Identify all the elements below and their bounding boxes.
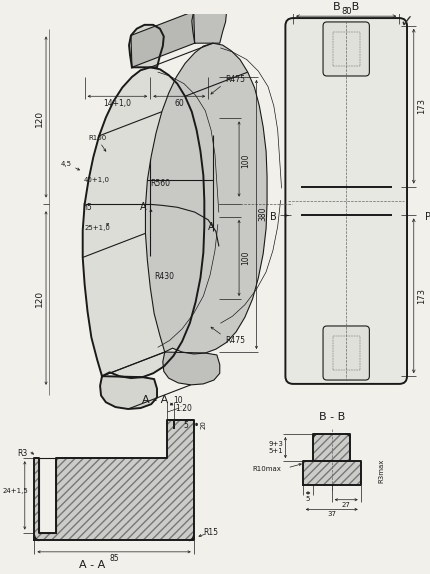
Text: R100: R100 [88,135,106,141]
Text: 5: 5 [184,421,188,430]
Text: 37: 37 [327,511,336,517]
Text: 20: 20 [200,420,206,429]
Polygon shape [34,420,194,540]
FancyBboxPatch shape [286,18,407,384]
Text: R475: R475 [226,336,246,345]
Polygon shape [39,458,55,533]
Text: 173: 173 [417,98,426,114]
Text: 27: 27 [342,502,350,507]
Polygon shape [313,434,350,461]
Text: 100: 100 [241,250,250,265]
Text: B - B: B - B [333,2,359,11]
Text: A - A: A - A [79,560,105,571]
Text: A: A [140,202,147,212]
Text: R3: R3 [18,449,28,458]
Text: A: A [208,222,215,231]
Text: 4,5: 4,5 [61,161,72,167]
Polygon shape [163,352,220,385]
Polygon shape [131,11,195,67]
Text: 85: 85 [109,554,119,563]
Text: R430: R430 [155,272,175,281]
Text: 380: 380 [259,207,268,221]
Text: h5: h5 [83,203,92,212]
Polygon shape [83,67,204,378]
Text: R10max: R10max [253,466,282,472]
Text: R15: R15 [203,528,218,537]
Text: ✓: ✓ [399,13,413,31]
Text: R560: R560 [150,179,170,188]
FancyBboxPatch shape [323,22,369,76]
Text: 25+1,0: 25+1,0 [84,226,110,231]
Text: 24+1,5: 24+1,5 [2,487,28,494]
Text: 120: 120 [35,110,44,127]
Text: 1:20: 1:20 [175,404,193,413]
Text: 14+1,0: 14+1,0 [104,99,132,107]
Text: B - B: B - B [319,412,345,422]
Polygon shape [192,1,227,43]
Text: 120: 120 [35,289,44,307]
Text: B: B [270,212,277,222]
Text: A - A: A - A [142,395,168,405]
Text: 80: 80 [341,7,351,16]
Polygon shape [129,25,164,67]
Text: 5+1: 5+1 [268,448,283,455]
Text: 10: 10 [173,396,183,405]
Text: R475: R475 [226,75,246,84]
Polygon shape [100,376,157,409]
Text: R3max: R3max [378,459,384,483]
Text: 60: 60 [174,99,184,107]
Text: 5: 5 [306,496,310,502]
Text: 40+1,0: 40+1,0 [84,177,110,183]
Text: 100: 100 [241,154,250,168]
Polygon shape [303,461,361,485]
FancyBboxPatch shape [323,326,369,380]
Text: P: P [425,212,430,222]
Text: 173: 173 [417,288,426,304]
Polygon shape [145,43,267,354]
Text: 9+3: 9+3 [268,441,283,447]
